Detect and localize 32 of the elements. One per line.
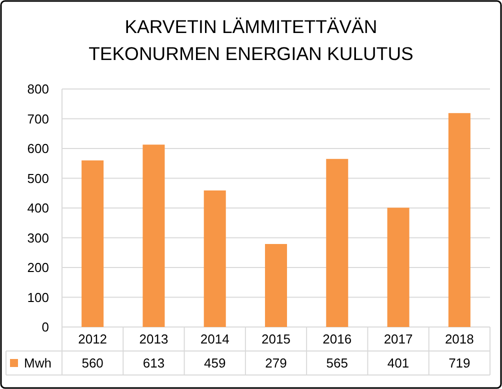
bar [204,190,226,327]
legend-label: Mwh [24,356,52,371]
y-tick-label: 0 [42,320,49,335]
y-tick-label: 700 [27,111,49,126]
x-tick-label: 2012 [78,332,108,347]
chart-title: KARVETIN LÄMMITETTÄVÄN TEKONURMEN ENERGIAN KULUTUS [88,16,414,64]
x-tick-label: 2014 [200,332,230,347]
bar [387,208,410,327]
y-tick-label: 400 [27,200,49,216]
y-tick-label: 300 [27,230,49,246]
data-label: 459 [204,356,226,371]
y-tick-label: 800 [27,82,49,97]
x-tick-label: 2015 [262,332,290,347]
bar [142,144,165,327]
bar [264,244,288,327]
y-tick-label: 600 [27,141,49,156]
x-tick-label: 2016 [322,332,352,347]
y-tick-label: 200 [27,260,49,276]
x-tick-label: 2017 [384,332,413,347]
data-label: 401 [387,356,410,371]
data-label: 560 [82,356,104,371]
y-tick-label: 100 [27,290,49,305]
bar [82,160,104,327]
x-tick-label: 2018 [444,332,474,347]
bar [448,113,470,327]
data-label: 613 [142,356,165,371]
bar [326,158,348,327]
data-label: 279 [265,356,287,371]
x-tick-label: 2013 [139,332,168,347]
data-label: 719 [448,356,470,371]
data-label: 565 [326,356,348,371]
y-tick-label: 500 [27,170,49,186]
